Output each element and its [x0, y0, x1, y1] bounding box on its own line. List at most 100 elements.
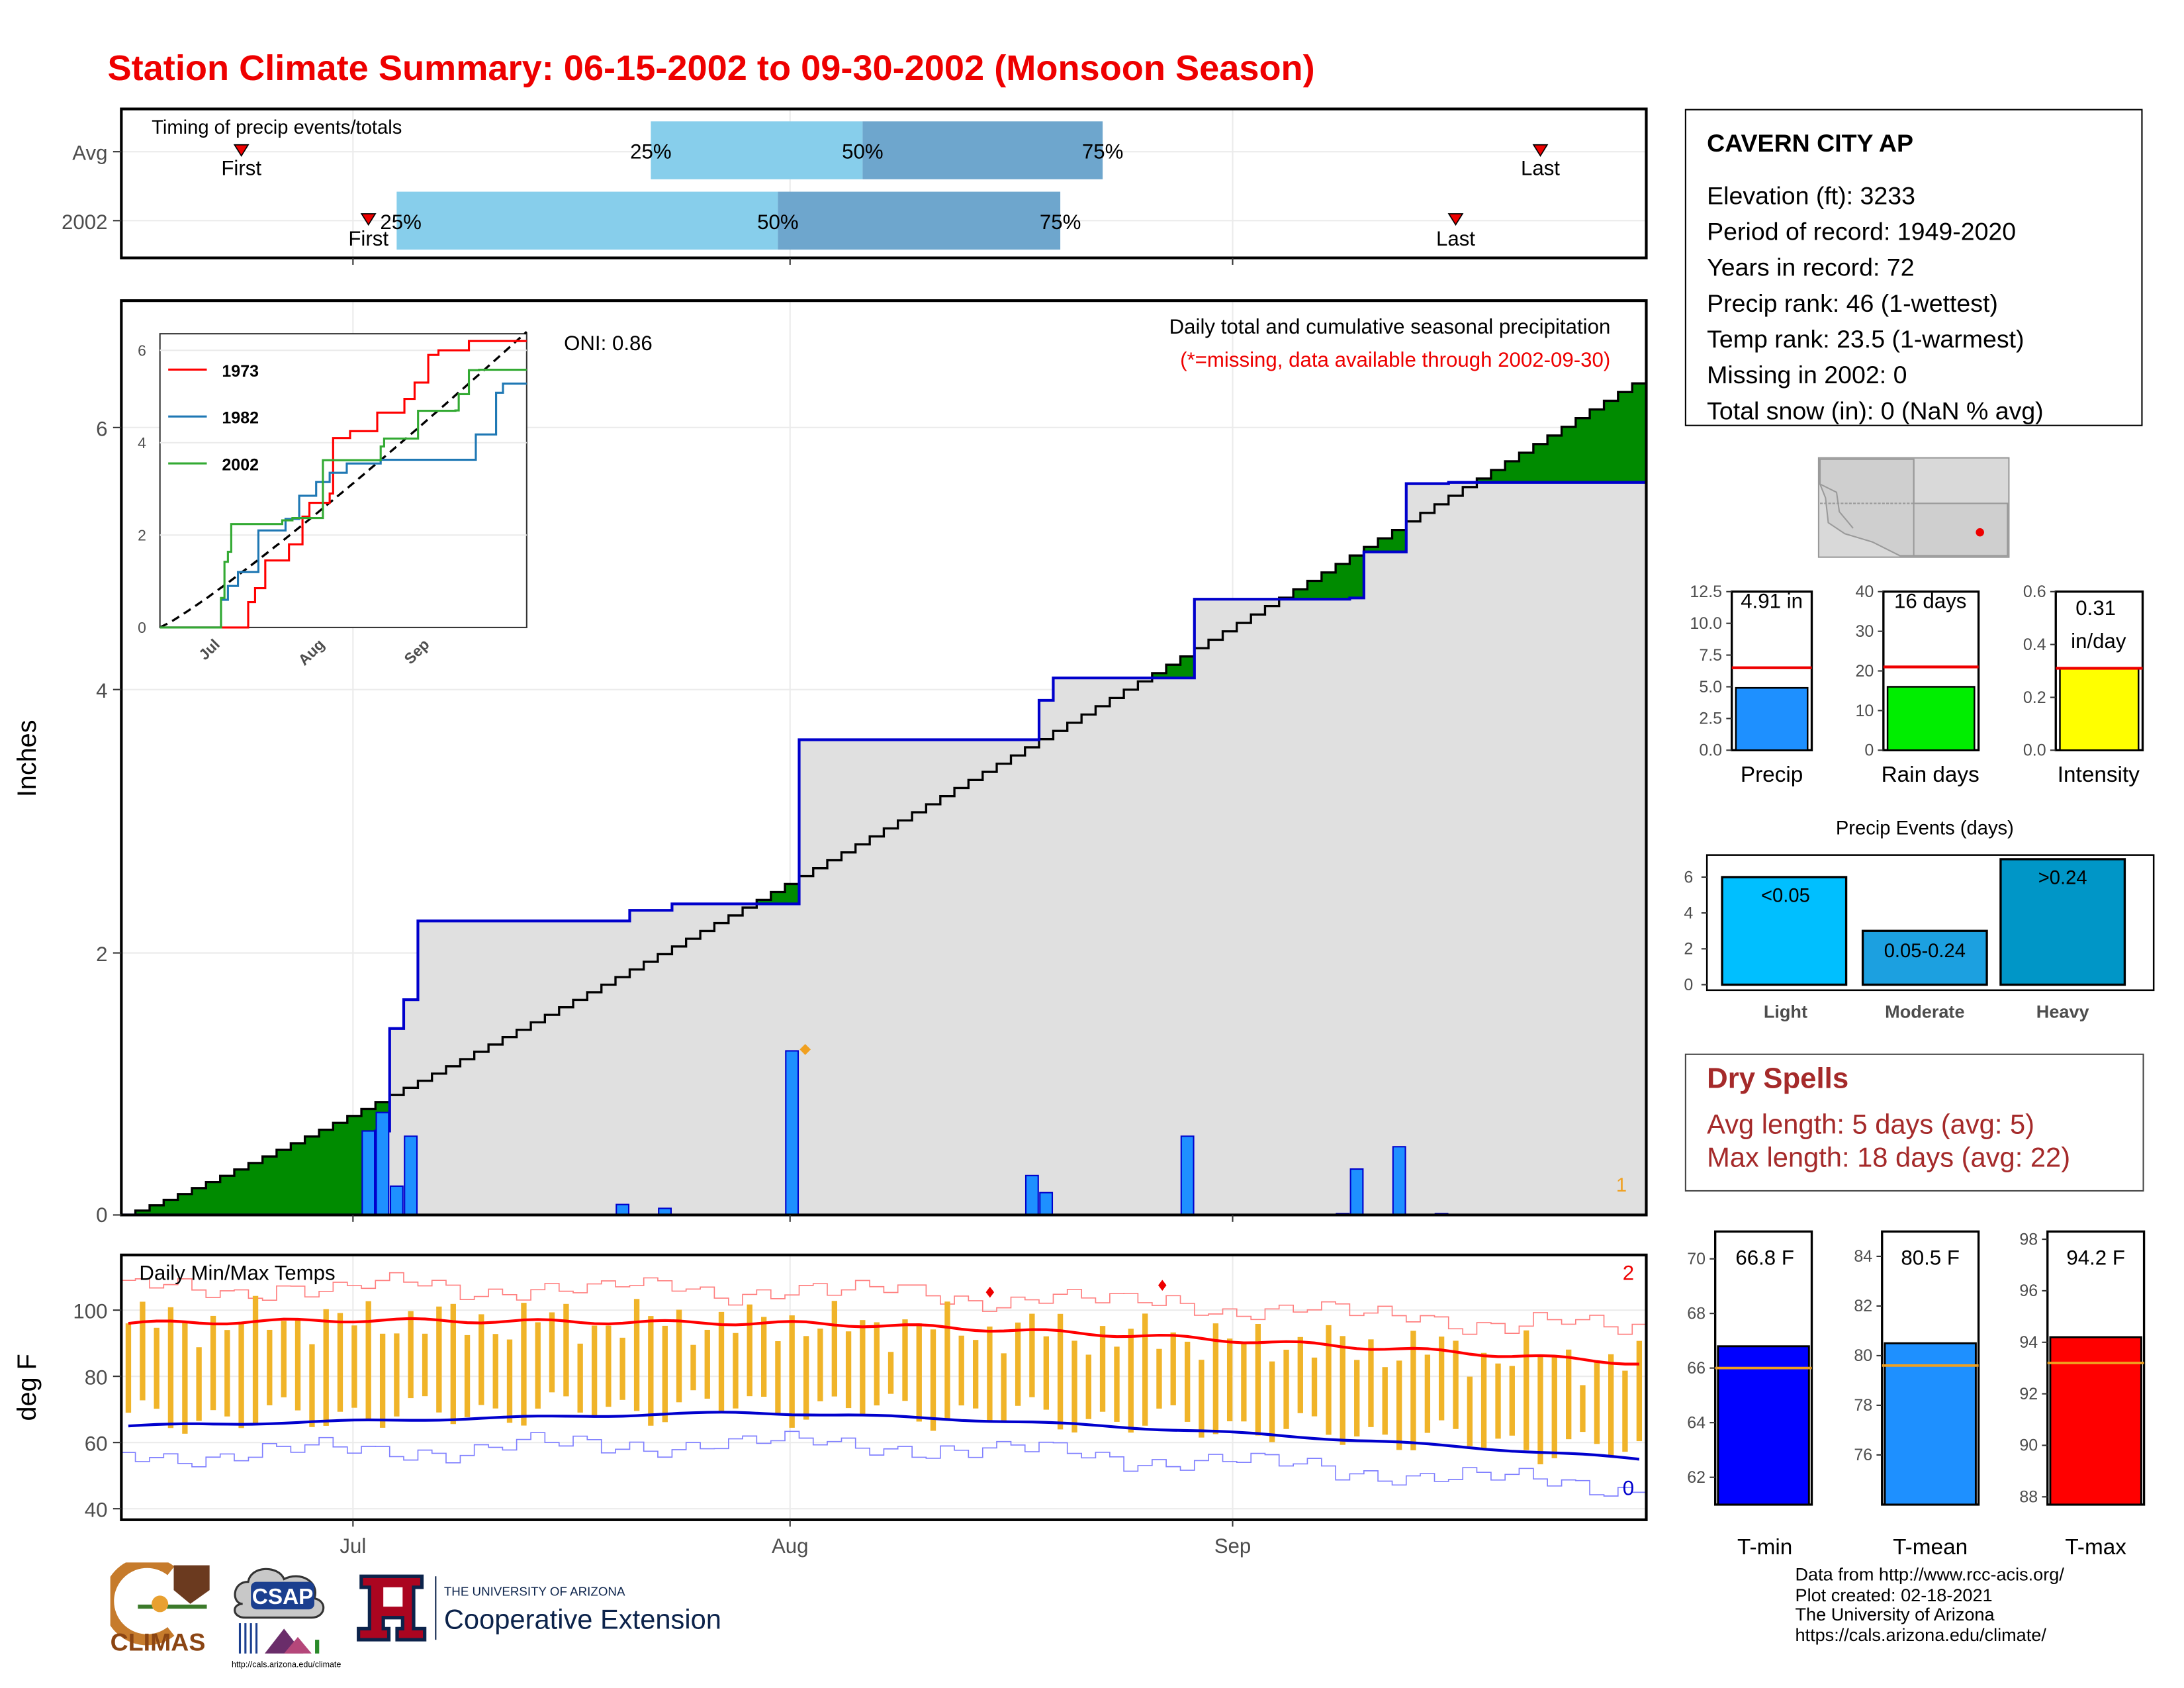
inset-chart: 0 2 4 6 Jul Aug Sep 1973 1982 2002 — [138, 331, 527, 669]
temperature-bar-tick: 76 — [1854, 1446, 1872, 1464]
daily-temp-bar — [492, 1334, 498, 1409]
temperature-bar-tick: 90 — [2019, 1436, 2038, 1455]
events-cat-heavy: Heavy — [2036, 1002, 2089, 1022]
daily-temp-bar — [140, 1301, 146, 1401]
precip-y-tick-2: 2 — [96, 943, 107, 966]
daily-temp-bar — [1170, 1332, 1176, 1405]
daily-temp-bar — [662, 1325, 668, 1423]
timing-marker — [233, 144, 250, 157]
daily-temp-bar — [323, 1309, 329, 1426]
temperature-bar-tick: 88 — [2019, 1488, 2038, 1507]
daily-temp-bar — [1495, 1363, 1501, 1439]
tmax-record-line — [121, 1272, 1647, 1335]
credits: Data from http://www.rcc-acis.org/ Plot … — [1795, 1564, 2064, 1646]
daily-temp-bar — [1340, 1336, 1345, 1445]
daily-temp-bar — [464, 1335, 471, 1417]
daily-temp-bar — [718, 1311, 725, 1411]
daily-temp-bar — [972, 1340, 979, 1409]
daily-temp-bar — [1283, 1349, 1289, 1429]
avg-last-label: Last — [1521, 157, 1560, 180]
daily-temp-bar — [125, 1323, 132, 1413]
avg-q25-label: 25% — [630, 140, 672, 164]
daily-temp-bar — [1424, 1354, 1431, 1433]
tmin-bar-label: T-min — [1737, 1535, 1792, 1560]
daily-temp-bar — [1396, 1360, 1402, 1450]
precip-y-tick-0: 0 — [96, 1203, 107, 1227]
seasonal-value-bar — [2059, 667, 2140, 751]
tmin-record-line — [121, 1430, 1647, 1497]
daily-temp-bar — [1524, 1330, 1529, 1450]
dry-spells-box: Dry Spells Avg length: 5 days (avg: 5) M… — [1684, 1053, 2144, 1192]
daily-temp-bar — [1199, 1360, 1205, 1438]
daily-temp-bar — [154, 1327, 159, 1409]
daily-temp-bar — [817, 1329, 823, 1401]
avg-quartile-50-75-bar — [862, 121, 1103, 179]
inset-2002-line — [159, 368, 527, 629]
daily-temp-bar — [761, 1317, 767, 1397]
seasonal-bar-tick: 20 — [1855, 662, 1874, 680]
temperature-bar-tick: 68 — [1687, 1305, 1706, 1323]
inset-y-tick-2: 2 — [138, 527, 146, 544]
daily-temp-bar — [549, 1312, 555, 1393]
daily-temp-bar — [1311, 1357, 1318, 1417]
daily-temp-bar — [1297, 1336, 1303, 1413]
ua-line1: THE UNIVERSITY OF ARIZONA — [444, 1584, 625, 1598]
daily-temp-bar — [887, 1352, 894, 1394]
missing-count: 1 — [1616, 1175, 1627, 1196]
x-tick-jul: Jul — [340, 1534, 366, 1558]
record-high-marker — [1158, 1280, 1167, 1291]
temperature-value-bar — [2049, 1336, 2142, 1506]
daily-temp-bar — [295, 1318, 301, 1411]
daily-temp-bar — [408, 1311, 414, 1399]
climas-logo: CLIMAS — [110, 1562, 210, 1656]
precip-events-title: Precip Events (days) — [1836, 818, 2014, 839]
daily-temp-bar — [1580, 1385, 1586, 1432]
seasonal-bar-tick: 5.0 — [1699, 678, 1722, 696]
x-tick-aug: Aug — [772, 1534, 809, 1558]
record-low-count: 0 — [1623, 1476, 1634, 1499]
inset-1982-line — [159, 382, 527, 629]
cumulative-2002-line — [121, 481, 1647, 1217]
seasonal-bar-tick: 30 — [1855, 622, 1874, 641]
tmin-average-line — [128, 1411, 1640, 1461]
daily-temp-bar — [1326, 1325, 1332, 1435]
daily-temp-bar — [1015, 1322, 1021, 1406]
tmean-value-label: 80.5 F — [1901, 1246, 1960, 1269]
station-years: Years in record: 72 — [1707, 254, 1915, 281]
inset-y-tick-0: 0 — [138, 619, 146, 636]
dry-spells-max: Max length: 18 days (avg: 22) — [1707, 1143, 2071, 1174]
daily-temp-bar — [1156, 1348, 1162, 1409]
seasonal-value-bar — [1886, 686, 1976, 751]
daily-temp-bar — [1537, 1356, 1543, 1465]
daily-temp-bar — [167, 1307, 174, 1429]
temperature-bar-tick: 82 — [1854, 1297, 1872, 1315]
ua-line2: Cooperative Extension — [444, 1603, 721, 1634]
precip-event-bar — [1721, 876, 1848, 986]
station-info-box: CAVERN CITY AP Elevation (ft): 3233 Peri… — [1684, 109, 2143, 426]
logos-strip: CLIMAS CSAP http://cals.arizona.edu/clim… — [110, 1562, 721, 1669]
station-elevation: Elevation (ft): 3233 — [1707, 182, 1915, 210]
daily-temp-bar — [450, 1303, 456, 1425]
daily-temp-bar — [1128, 1329, 1134, 1433]
precip-y-tick-6: 6 — [96, 417, 107, 440]
cumulative-average-line — [121, 375, 1648, 1217]
csap-logo: CSAP http://cals.arizona.edu/climate — [232, 1568, 341, 1669]
seasonal-totals-bars: 0.0 2.5 5.0 7.5 10.0 12.5 0 10 20 30 40 0.0 0.2 0.4… — [1690, 583, 2144, 787]
daily-temp-bar — [619, 1337, 625, 1400]
daily-temp-bar — [1551, 1356, 1557, 1458]
oni-label: ONI: 0.86 — [564, 332, 653, 355]
credit-line: Data from http://www.rcc-acis.org/ — [1795, 1564, 2064, 1585]
ua-logo: THE UNIVERSITY OF ARIZONA Cooperative Ex… — [357, 1574, 721, 1642]
seasonal-bar-tick: 7.5 — [1699, 646, 1722, 665]
daily-temp-bar — [1241, 1342, 1247, 1422]
avg-q50-label: 50% — [842, 140, 884, 164]
daily-temp-bar — [1226, 1338, 1233, 1422]
inset-legend-2002: 2002 — [222, 455, 259, 474]
temperature-value-bar — [1884, 1342, 1977, 1506]
temperature-bar-tick: 70 — [1687, 1250, 1706, 1268]
seasonal-bar-tick: 0.4 — [2023, 635, 2046, 654]
temperature-summary-bars: 62 64 66 68 70 76 78 80 82 84 88 90 92 94 96 98 66.8 … — [1687, 1230, 2146, 1560]
seasonal-bar-tick: 0.2 — [2023, 688, 2046, 707]
temp-y-label: deg F — [13, 1354, 42, 1421]
